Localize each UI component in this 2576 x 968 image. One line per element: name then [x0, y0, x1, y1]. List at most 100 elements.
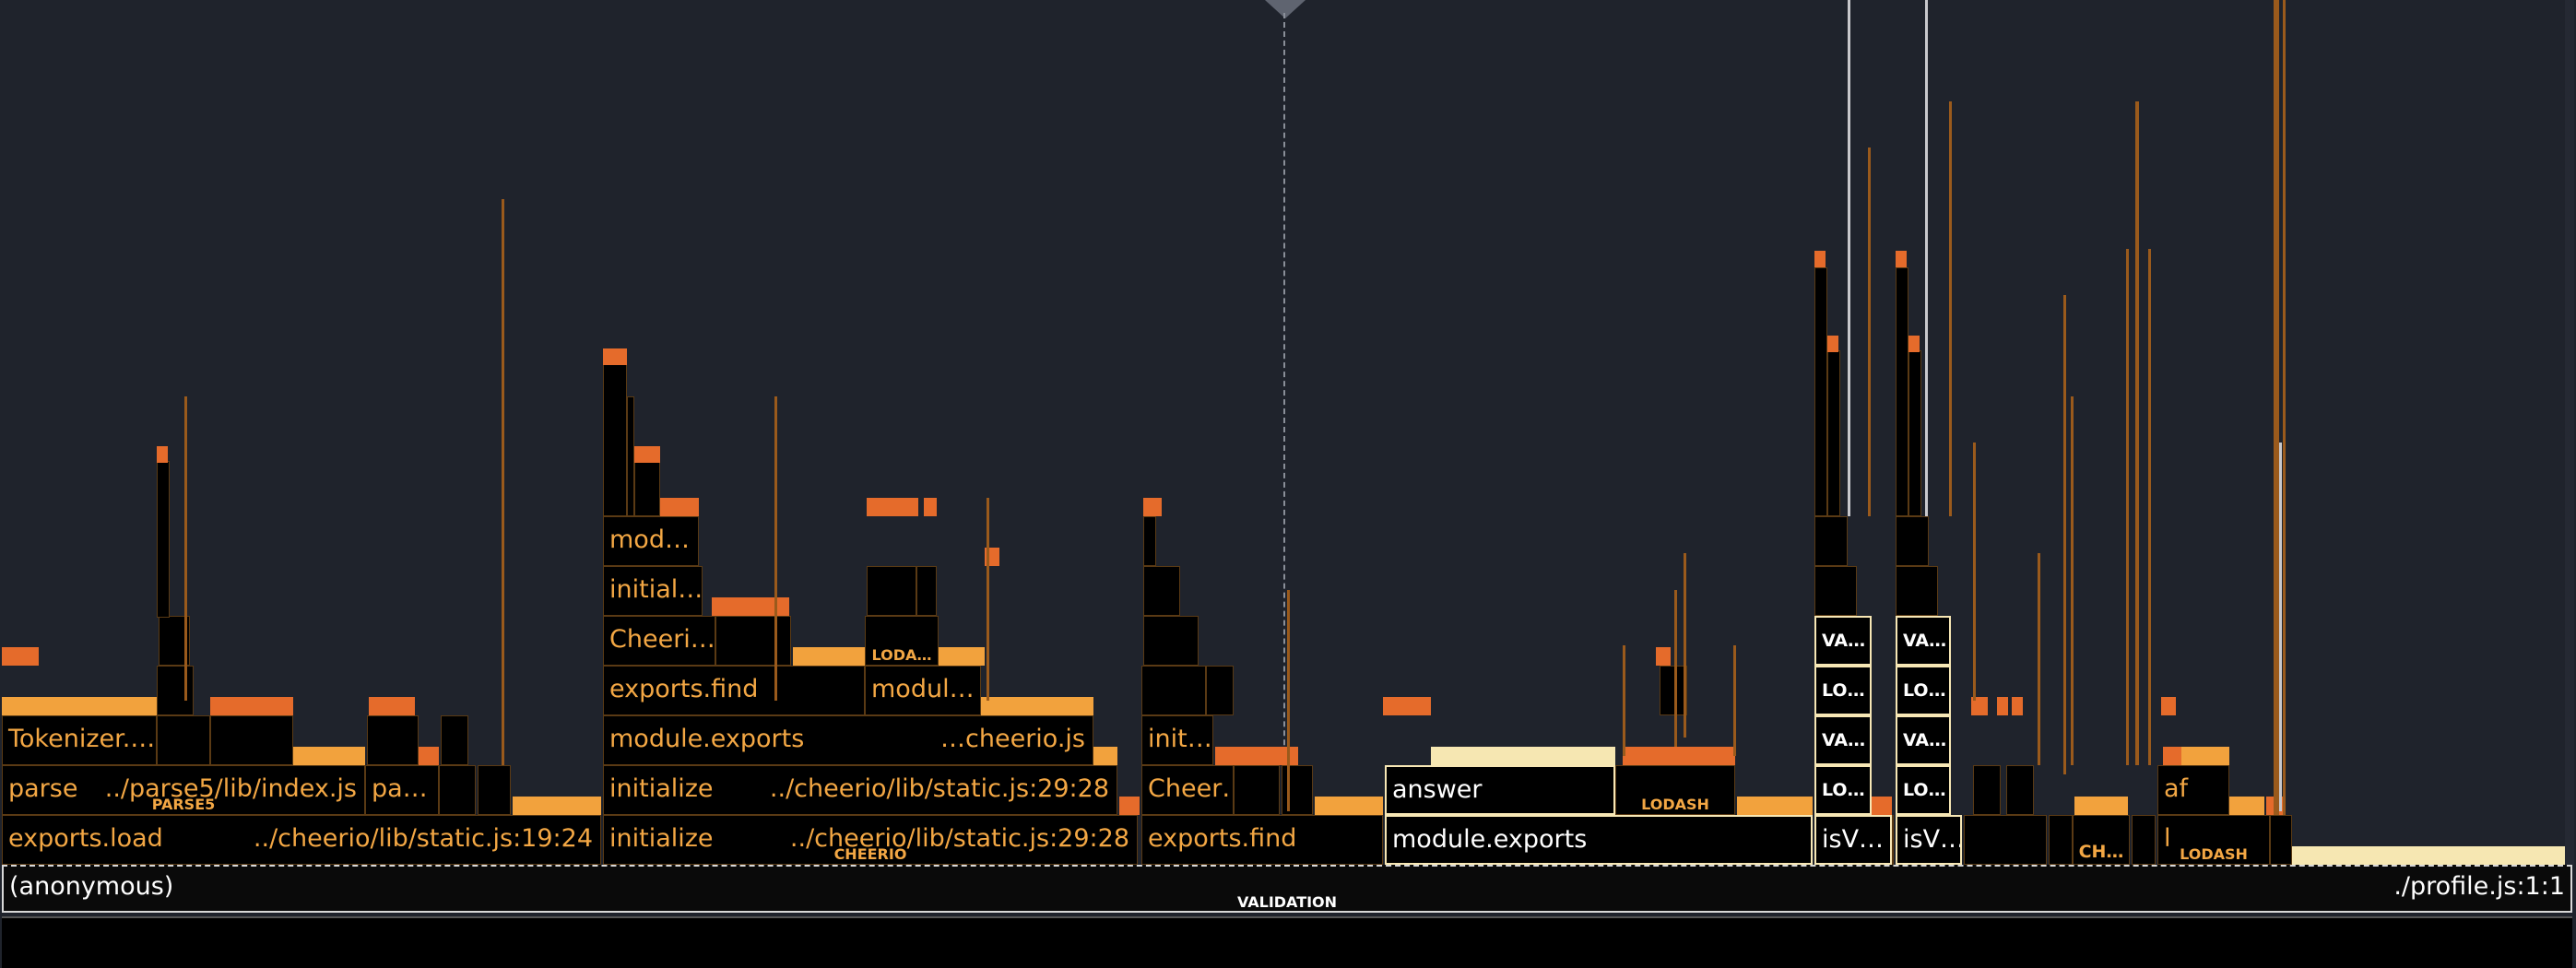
frame-hot[interactable]: [419, 747, 439, 765]
frame-dark[interactable]: [1282, 765, 1313, 815]
frame-isv-a[interactable]: isV…: [1814, 815, 1892, 865]
frame-dark[interactable]: [478, 765, 511, 815]
frame-dark[interactable]: [1143, 616, 1199, 666]
frame-parse[interactable]: parse ../parse5/lib/index.js PARSE5: [2, 765, 365, 815]
frame-hot[interactable]: [369, 697, 415, 715]
frame-pale[interactable]: [2292, 846, 2565, 865]
frame-dark[interactable]: [867, 566, 916, 616]
frame-dark[interactable]: [603, 363, 627, 516]
frame-warm[interactable]: [2229, 797, 2264, 815]
frame-tokenizer[interactable]: Tokenizer.…: [2, 715, 157, 765]
frame-exports-find[interactable]: exports.find: [1141, 815, 1383, 865]
frame-dark[interactable]: [157, 461, 170, 618]
frame-va-2[interactable]: VA…: [1896, 715, 1951, 765]
frame-hot[interactable]: [1896, 251, 1907, 267]
frame-lodash[interactable]: LODASH: [1615, 765, 1735, 815]
frame-hot[interactable]: [1971, 697, 1988, 715]
scroll-track[interactable]: [2565, 0, 2574, 865]
frame-spike[interactable]: [2148, 249, 2151, 765]
frame-dark[interactable]: [634, 461, 660, 516]
frame-answer[interactable]: answer: [1385, 765, 1615, 815]
frame-hot[interactable]: [2, 647, 39, 666]
frame-hot[interactable]: [157, 446, 168, 463]
frame-dark[interactable]: [1660, 666, 1687, 715]
frame-dark[interactable]: [1964, 815, 2047, 865]
frame-dark[interactable]: [1892, 815, 1894, 865]
frame-dark[interactable]: [2006, 765, 2034, 815]
frame-hot[interactable]: [867, 498, 918, 516]
frame-spike[interactable]: [2279, 443, 2282, 811]
frame-exports-find-2[interactable]: exports.find: [603, 666, 865, 715]
frame-hot[interactable]: [1656, 647, 1671, 666]
frame-spike[interactable]: [1949, 101, 1952, 516]
frame-spike[interactable]: [2063, 295, 2066, 774]
frame-va-4[interactable]: VA…: [1896, 616, 1951, 666]
frame-l[interactable]: l LODASH: [2157, 815, 2270, 865]
frame-dark[interactable]: [157, 666, 194, 715]
frame-hot[interactable]: [924, 498, 937, 516]
frame-hot[interactable]: [603, 348, 627, 365]
frame-hot[interactable]: [1908, 336, 1920, 352]
frame-va-3[interactable]: VA…: [1814, 616, 1872, 666]
frame-dark[interactable]: [1206, 666, 1234, 715]
frame-exports-load[interactable]: exports.load ../cheerio/lib/static.js:19…: [2, 815, 601, 865]
frame-warm[interactable]: [939, 647, 985, 666]
frame-dark[interactable]: [441, 715, 468, 765]
frame-warm[interactable]: [1737, 797, 1813, 815]
frame-warm[interactable]: [1315, 797, 1383, 815]
frame-dark[interactable]: [1814, 516, 1848, 566]
frame-spike[interactable]: [1674, 590, 1677, 747]
frame-hot[interactable]: [1409, 697, 1431, 715]
frame-spike[interactable]: [502, 199, 504, 765]
frame-modul[interactable]: modul…: [865, 666, 981, 715]
frame-dark[interactable]: [157, 715, 210, 765]
frame-warm[interactable]: [2, 697, 157, 715]
frame-spike[interactable]: [774, 396, 777, 701]
frame-hot[interactable]: [2163, 747, 2181, 765]
frame-spike[interactable]: [1733, 645, 1736, 756]
frame-dark[interactable]: [1896, 516, 1929, 566]
frame-dark[interactable]: [1973, 765, 2001, 815]
frame-warm[interactable]: [981, 697, 1093, 715]
frame-dark[interactable]: [1814, 566, 1857, 616]
frame-spike[interactable]: [1287, 590, 1290, 811]
frame-spike[interactable]: [2071, 396, 2074, 765]
frame-va-1[interactable]: VA…: [1814, 715, 1872, 765]
frame-dark[interactable]: [1896, 267, 1908, 516]
frame-warm[interactable]: [2181, 747, 2229, 765]
frame-hot[interactable]: [1385, 697, 1407, 715]
frame-dark[interactable]: [1908, 350, 1921, 516]
frame-dark[interactable]: [210, 715, 293, 765]
frame-pale[interactable]: [1431, 747, 1615, 765]
frame-module-exports[interactable]: module.exports: [1385, 815, 1813, 865]
frame-spike[interactable]: [1684, 553, 1686, 738]
frame-lo-3[interactable]: LO…: [1814, 666, 1872, 715]
frame-dark[interactable]: [1143, 516, 1156, 566]
frame-spike[interactable]: [987, 498, 989, 701]
frame-warm[interactable]: [513, 797, 601, 815]
frame-init[interactable]: init…: [1141, 715, 1213, 765]
frame-dark[interactable]: [1814, 267, 1827, 516]
frame-dark[interactable]: [1143, 566, 1180, 616]
frame-initialize-2[interactable]: initialize ../cheerio/lib/static.js:29:2…: [603, 765, 1117, 815]
frame-spike[interactable]: [2283, 0, 2286, 815]
frame-lo-2[interactable]: LO…: [1896, 765, 1951, 815]
frame-hot[interactable]: [1827, 336, 1838, 352]
frame-cheeri[interactable]: Cheeri…: [603, 616, 715, 666]
frame-warm[interactable]: [293, 747, 365, 765]
frame-isv-b[interactable]: isV…: [1896, 815, 1962, 865]
frame-spike[interactable]: [1925, 0, 1928, 516]
frame-dark[interactable]: [627, 396, 634, 516]
frame-dark[interactable]: [2270, 815, 2292, 865]
frame-hot[interactable]: [1872, 797, 1892, 815]
frame-initialize[interactable]: initialize ../cheerio/lib/static.js:29:2…: [603, 815, 1138, 865]
frame-hot[interactable]: [660, 498, 699, 516]
frame-hot[interactable]: [2161, 697, 2176, 715]
frame-module-exports-2[interactable]: module.exports …cheerio.js: [603, 715, 1093, 765]
frame-hot[interactable]: [2012, 697, 2023, 715]
frame-anonymous-root[interactable]: (anonymous) ./profile.js:1:1 VALIDATION: [2, 865, 2572, 913]
frame-warm[interactable]: [2074, 797, 2128, 815]
frame-spike[interactable]: [2126, 249, 2129, 765]
frame-dark[interactable]: [2049, 815, 2073, 865]
